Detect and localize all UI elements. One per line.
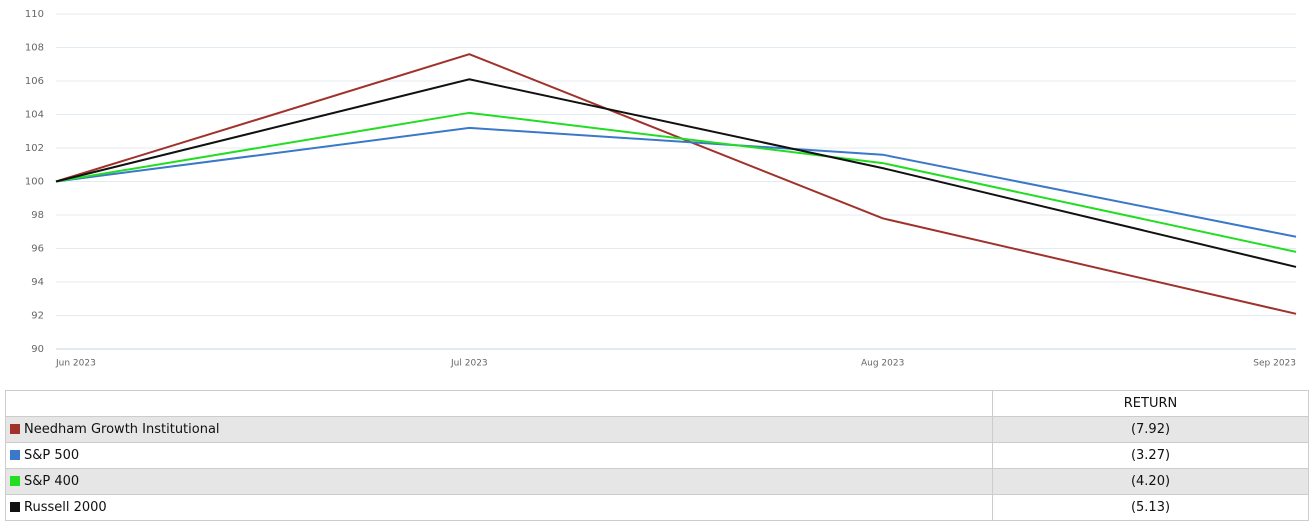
color-swatch bbox=[10, 450, 20, 460]
series-row: S&P 400 (4.20) bbox=[5, 468, 1309, 495]
return-cell: (3.27) bbox=[992, 442, 1309, 469]
y-tick-label: 100 bbox=[25, 177, 44, 188]
header-cell: RETURN bbox=[992, 390, 1309, 417]
chart: 90 92 94 96 98 100 102 104 106 108 110 Jun 2023 Jul … bbox=[25, 9, 1297, 369]
y-tick-label: 104 bbox=[25, 110, 44, 121]
y-tick-label: 110 bbox=[25, 9, 44, 20]
x-tick-label: Sep 2023 bbox=[1253, 359, 1296, 369]
y-tick-label: 90 bbox=[31, 344, 44, 355]
return-cell: (5.13) bbox=[992, 494, 1309, 521]
color-swatch bbox=[10, 424, 20, 434]
header-empty bbox=[5, 390, 993, 417]
series-name: Russell 2000 bbox=[24, 500, 107, 515]
series-line bbox=[55, 111, 1297, 253]
series-cell: S&P 400 bbox=[5, 468, 993, 495]
header-row: RETURN bbox=[5, 390, 1309, 417]
y-tick-label: 102 bbox=[25, 143, 44, 154]
series-name: S&P 500 bbox=[24, 448, 80, 463]
series-row: S&P 500 (3.27) bbox=[5, 442, 1309, 469]
series-row: Russell 2000 (5.13) bbox=[5, 494, 1309, 521]
return-cell: (4.20) bbox=[992, 468, 1309, 495]
series-line bbox=[55, 53, 1297, 315]
color-swatch bbox=[10, 502, 20, 512]
y-tick-label: 106 bbox=[25, 76, 44, 87]
series-name: S&P 400 bbox=[24, 474, 80, 489]
x-tick-label: Aug 2023 bbox=[861, 359, 904, 369]
x-tick-label: Jul 2023 bbox=[450, 359, 488, 369]
series-row: Needham Growth Institutional (7.92) bbox=[5, 416, 1309, 443]
return-cell: (7.92) bbox=[992, 416, 1309, 443]
y-tick-label: 108 bbox=[25, 43, 44, 54]
series-name: Needham Growth Institutional bbox=[24, 422, 220, 437]
y-tick-label: 94 bbox=[31, 277, 44, 288]
series-line bbox=[55, 78, 1297, 268]
y-tick-label: 98 bbox=[31, 210, 44, 221]
x-tick-label: Jun 2023 bbox=[55, 359, 96, 369]
y-tick-label: 92 bbox=[31, 311, 44, 322]
return-table: RETURN Needham Growth Institutional (7.92… bbox=[5, 390, 1309, 521]
series-line bbox=[55, 126, 1297, 238]
series-cell: Needham Growth Institutional bbox=[5, 416, 993, 443]
series-cell: Russell 2000 bbox=[5, 494, 993, 521]
color-swatch bbox=[10, 476, 20, 486]
series-cell: S&P 500 bbox=[5, 442, 993, 469]
y-tick-label: 96 bbox=[31, 244, 44, 255]
